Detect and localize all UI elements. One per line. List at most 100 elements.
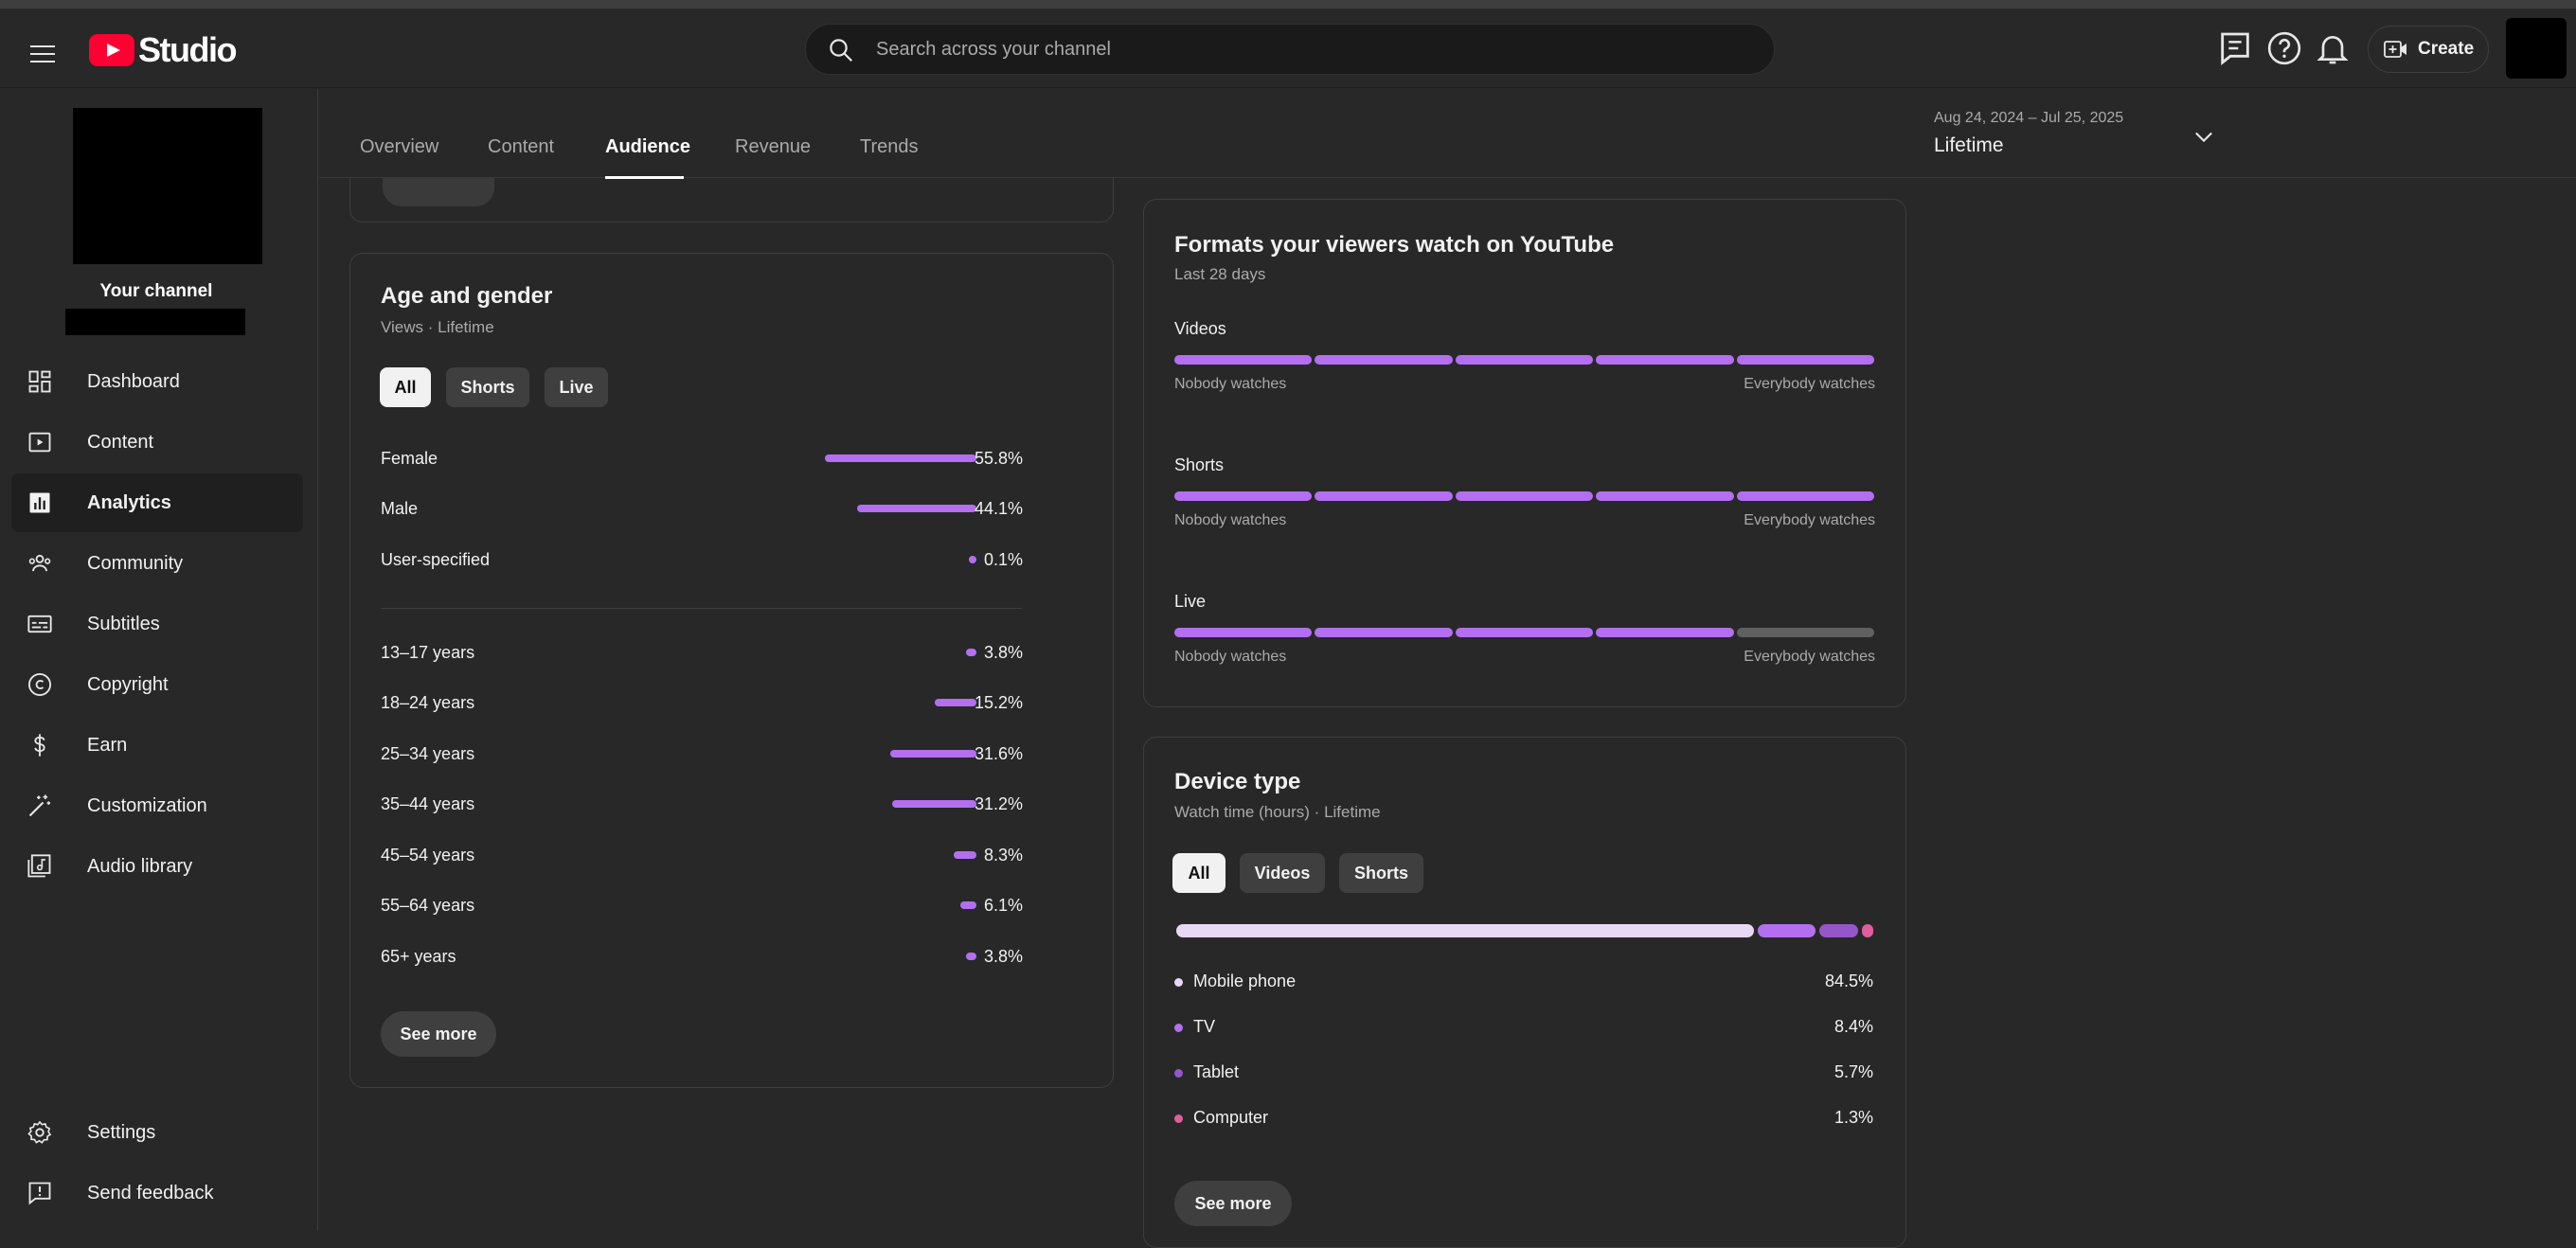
- tab-content[interactable]: Content: [488, 136, 555, 157]
- see-more-button[interactable]: See more: [381, 1011, 496, 1057]
- format-meter-segment: [1596, 628, 1734, 637]
- sidebar-item-label: Subtitles: [87, 613, 160, 634]
- legend-dot: [1174, 978, 1183, 987]
- studio-logo[interactable]: Studio: [89, 30, 237, 69]
- format-meter-segment: [1455, 355, 1594, 365]
- age-row-value: 3.8%: [983, 947, 1023, 966]
- format-meter-segment: [1315, 491, 1453, 501]
- active-tab-indicator: [605, 176, 684, 179]
- age-row-label: 65+ years: [381, 947, 456, 966]
- sidebar: Your channel Dashboard Content Analytics: [0, 89, 318, 1231]
- sidebar-item-settings[interactable]: Settings: [11, 1103, 303, 1162]
- sidebar-item-label: Earn: [87, 734, 128, 756]
- chip-shorts[interactable]: Shorts: [446, 367, 529, 407]
- sidebar-item-label: Customization: [87, 794, 207, 816]
- analytics-icon: [29, 492, 50, 513]
- sidebar-item-audio-library[interactable]: Audio library: [11, 837, 303, 896]
- feedback-comment-icon[interactable]: [2216, 29, 2254, 67]
- age-row-value: 6.1%: [983, 896, 1023, 915]
- scale-min-label: Nobody watches: [1174, 649, 1287, 665]
- gender-row-label: User-specified: [381, 550, 491, 569]
- youtube-play-icon: [89, 34, 134, 66]
- menu-button[interactable]: [25, 35, 63, 73]
- window-top-strip: [0, 0, 2576, 9]
- sidebar-item-community[interactable]: Community: [11, 534, 303, 593]
- magic-wand-icon: [28, 794, 51, 817]
- scale-min-label: Nobody watches: [1174, 512, 1287, 528]
- format-meter-segment: [1596, 355, 1734, 365]
- age-row-value: 3.8%: [983, 643, 1023, 662]
- sidebar-item-analytics[interactable]: Analytics: [11, 473, 303, 532]
- sidebar-item-dashboard[interactable]: Dashboard: [11, 352, 303, 411]
- format-meter-segment: [1596, 491, 1734, 501]
- tab-overview[interactable]: Overview: [360, 136, 439, 157]
- sidebar-item-content[interactable]: Content: [11, 413, 303, 472]
- gender-row-value: 44.1%: [974, 499, 1023, 518]
- bell-icon[interactable]: [2314, 29, 2352, 67]
- age-bar: [954, 851, 976, 859]
- sidebar-item-label: Dashboard: [87, 370, 180, 392]
- format-meter-segment: [1174, 628, 1313, 637]
- age-row-label: 55–64 years: [381, 896, 475, 915]
- tab-trends[interactable]: Trends: [860, 136, 919, 157]
- age-row-label: 13–17 years: [381, 643, 475, 662]
- chip-live[interactable]: Live: [545, 367, 608, 407]
- chip-videos[interactable]: Videos: [1240, 853, 1325, 893]
- chip-shorts[interactable]: Shorts: [1339, 853, 1423, 893]
- content-icon: [28, 432, 51, 453]
- formats-card: Formats your viewers watch on YouTube La…: [1143, 199, 1906, 707]
- format-meter-segment: [1736, 628, 1875, 637]
- sidebar-item-label: Settings: [87, 1121, 156, 1143]
- sidebar-item-earn[interactable]: Earn: [11, 716, 303, 775]
- gender-row-label: Female: [381, 449, 438, 468]
- device-type-card: Device type Watch time (hours) · Lifetim…: [1143, 737, 1906, 1248]
- device-row: Tablet 5.7%: [1174, 1062, 1873, 1085]
- device-row: TV 8.4%: [1174, 1017, 1873, 1040]
- dollar-icon: [34, 734, 45, 757]
- device-share-segment: [1758, 924, 1816, 937]
- age-row-value: 31.2%: [974, 794, 1023, 813]
- date-range-text: Aug 24, 2024 – Jul 25, 2025: [1934, 110, 2124, 126]
- device-value: 8.4%: [1834, 1017, 1873, 1036]
- search-input[interactable]: [876, 25, 1728, 74]
- format-meter-segment: [1315, 628, 1453, 637]
- device-label: Mobile phone: [1193, 972, 1297, 990]
- sidebar-item-subtitles[interactable]: Subtitles: [11, 595, 303, 653]
- top-header: Studio Create: [0, 9, 2576, 88]
- tab-audience[interactable]: Audience: [605, 136, 691, 157]
- tab-revenue[interactable]: Revenue: [735, 136, 812, 157]
- help-icon[interactable]: [2265, 29, 2303, 67]
- gender-bar: [825, 455, 976, 462]
- dashboard-icon: [28, 370, 51, 393]
- format-meter: [1174, 491, 1875, 501]
- menu-icon-line: [30, 61, 55, 62]
- device-label: Computer: [1193, 1108, 1269, 1127]
- previous-card-button[interactable]: [383, 178, 494, 206]
- card-title: Formats your viewers watch on YouTube: [1174, 232, 1615, 258]
- age-row-label: 35–44 years: [381, 794, 475, 813]
- chip-all[interactable]: All: [1172, 853, 1225, 893]
- account-avatar[interactable]: [2506, 18, 2567, 79]
- sidebar-item-label: Community: [87, 552, 184, 574]
- age-row-label: 25–34 years: [381, 744, 475, 763]
- channel-avatar[interactable]: [73, 108, 262, 264]
- format-label: Live: [1174, 592, 1207, 611]
- card-title: Device type: [1174, 769, 1301, 794]
- device-share-bar: [1176, 924, 1873, 937]
- search-bar[interactable]: [805, 24, 1775, 75]
- create-button[interactable]: Create: [2368, 26, 2489, 73]
- see-more-button[interactable]: See more: [1174, 1181, 1292, 1226]
- sidebar-item-send-feedback[interactable]: Send feedback: [11, 1164, 303, 1222]
- chevron-down-icon[interactable]: [2191, 123, 2217, 150]
- date-range-picker[interactable]: Aug 24, 2024 – Jul 25, 2025 Lifetime: [1934, 110, 2123, 157]
- sidebar-item-copyright[interactable]: Copyright: [11, 655, 303, 714]
- period-label: Lifetime: [1934, 134, 2004, 156]
- sidebar-item-label: Analytics: [87, 491, 171, 513]
- menu-icon-line: [30, 53, 55, 55]
- format-meter-segment: [1174, 355, 1313, 365]
- device-label: TV: [1193, 1017, 1216, 1036]
- menu-icon: [30, 45, 55, 47]
- chip-all[interactable]: All: [380, 367, 431, 407]
- gender-row-label: Male: [381, 499, 419, 518]
- sidebar-item-customization[interactable]: Customization: [11, 776, 303, 835]
